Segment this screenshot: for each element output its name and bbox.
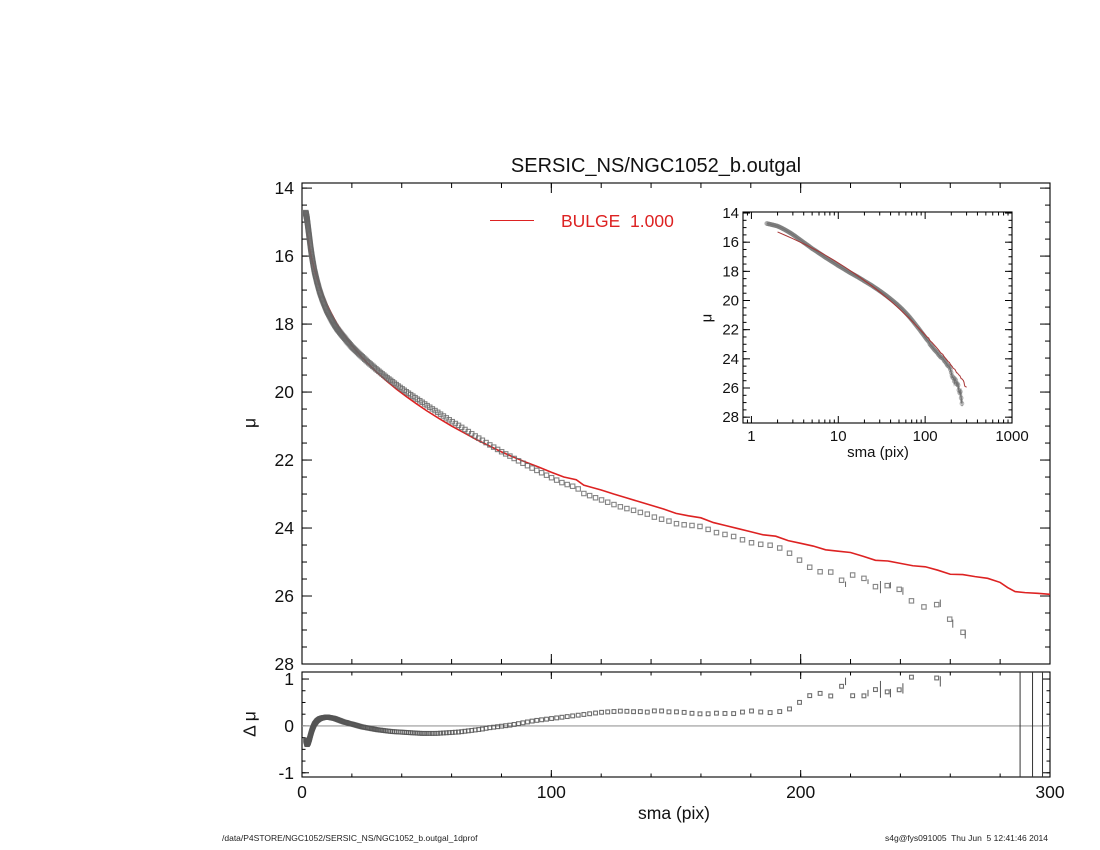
legend-model-line [490,220,534,221]
residual-y-axis-label: Δ μ [239,711,260,737]
svg-text:20: 20 [722,293,739,310]
svg-text:22: 22 [722,322,739,339]
x-axis-label: sma (pix) [638,803,710,823]
main-y-axis-label: μ [239,417,260,429]
svg-text:14: 14 [722,205,739,222]
svg-text:100: 100 [537,782,566,802]
svg-text:24: 24 [722,351,739,368]
svg-text:16: 16 [275,246,294,266]
svg-text:18: 18 [275,314,294,334]
svg-text:200: 200 [786,782,815,802]
legend-model-label: BULGE 1.000 [561,211,674,231]
svg-text:24: 24 [275,518,295,538]
footer-user-timestamp: s4g@fys091005 Thu Jun 5 12:41:46 2014 [884,833,1048,843]
svg-text:26: 26 [722,380,739,397]
svg-text:18: 18 [722,263,739,280]
svg-text:28: 28 [275,654,294,674]
svg-text:-1: -1 [278,763,294,783]
svg-text:0: 0 [297,782,307,802]
footer-file-path: /data/P4STORE/NGC1052/SERSIC_NS/NGC1052_… [222,833,478,843]
svg-text:22: 22 [275,450,294,470]
svg-text:26: 26 [275,586,294,606]
svg-text:20: 20 [275,382,295,402]
svg-text:28: 28 [722,409,739,426]
inset-x-axis-label: sma (pix) [847,444,909,461]
svg-text:1: 1 [284,669,294,689]
svg-text:300: 300 [1035,782,1064,802]
svg-text:14: 14 [275,178,295,198]
svg-text:16: 16 [722,234,739,251]
svg-text:0: 0 [284,716,294,736]
svg-text:1000: 1000 [995,428,1028,445]
inset-y-axis-label: μ [698,313,716,323]
svg-text:100: 100 [913,428,938,445]
svg-text:1: 1 [747,428,755,445]
svg-text:10: 10 [830,428,847,445]
plot-title: SERSIC_NS/NGC1052_b.outgal [510,155,802,177]
